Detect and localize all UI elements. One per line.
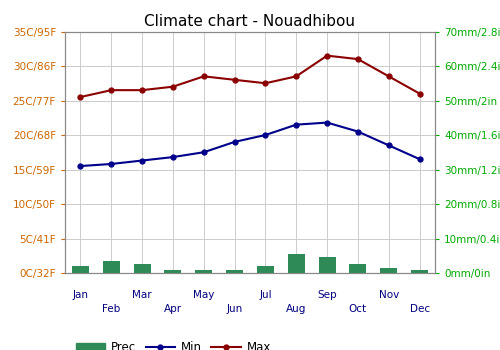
- Bar: [72, 266, 89, 273]
- Bar: [380, 268, 397, 273]
- Bar: [411, 270, 428, 273]
- Text: Dec: Dec: [410, 303, 430, 314]
- Text: May: May: [193, 290, 214, 300]
- Text: Jul: Jul: [259, 290, 272, 300]
- Bar: [257, 266, 274, 273]
- Bar: [226, 270, 243, 273]
- Text: Oct: Oct: [349, 303, 367, 314]
- Bar: [164, 270, 182, 273]
- Bar: [318, 258, 336, 273]
- Text: Apr: Apr: [164, 303, 182, 314]
- Text: Nov: Nov: [378, 290, 399, 300]
- Text: Jan: Jan: [72, 290, 88, 300]
- Text: Feb: Feb: [102, 303, 120, 314]
- Bar: [103, 261, 120, 273]
- Text: Jun: Jun: [226, 303, 242, 314]
- Text: Aug: Aug: [286, 303, 306, 314]
- Text: Mar: Mar: [132, 290, 152, 300]
- Text: Sep: Sep: [318, 290, 337, 300]
- Bar: [350, 264, 366, 273]
- Legend: Prec, Min, Max: Prec, Min, Max: [71, 336, 276, 350]
- Bar: [196, 270, 212, 273]
- Bar: [134, 264, 150, 273]
- Title: Climate chart - Nouadhibou: Climate chart - Nouadhibou: [144, 14, 356, 29]
- Bar: [288, 254, 304, 273]
